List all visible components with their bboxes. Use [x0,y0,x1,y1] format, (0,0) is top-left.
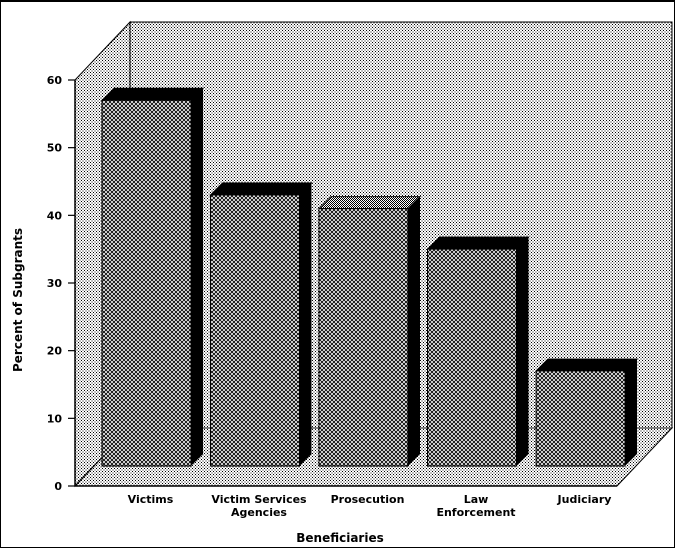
bar-top [426,236,530,250]
bar-front [101,99,192,467]
bar-front [427,248,517,467]
bar-side [191,88,203,467]
bar-1 [100,87,205,467]
bar-side [625,358,637,466]
y-tick-label: 30 [47,277,63,290]
bar-side [408,196,420,467]
y-tick-label: 60 [47,74,63,87]
bar-front [318,208,409,467]
y-tick-label: 20 [47,345,63,358]
bar-top [534,358,639,372]
bar-4 [426,236,530,467]
x-tick-label: Prosecution [331,493,405,506]
y-tick-label: 10 [47,412,63,425]
y-axis-title: Percent of Subgrants [11,228,25,372]
x-tick-label: Victim Services Agencies [211,493,307,519]
bar-front [210,194,300,467]
bar-side [299,183,312,467]
bar-top [100,87,205,101]
bar-top [209,182,313,196]
x-tick-label: Judiciary [557,493,612,506]
y-tick-label: 0 [54,480,62,493]
y-tick-label: 40 [47,209,63,222]
y-tick-label: 50 [47,142,63,155]
x-tick-label: Law Enforcement [436,493,515,519]
bar-3 [317,196,422,467]
bar-front [535,370,626,467]
x-axis-title: Beneficiaries [296,531,384,545]
bar-2 [209,182,313,467]
bar-top [317,196,422,210]
bar-side [516,237,529,466]
x-tick-label: Victims [128,493,174,506]
bar-5 [534,358,639,467]
